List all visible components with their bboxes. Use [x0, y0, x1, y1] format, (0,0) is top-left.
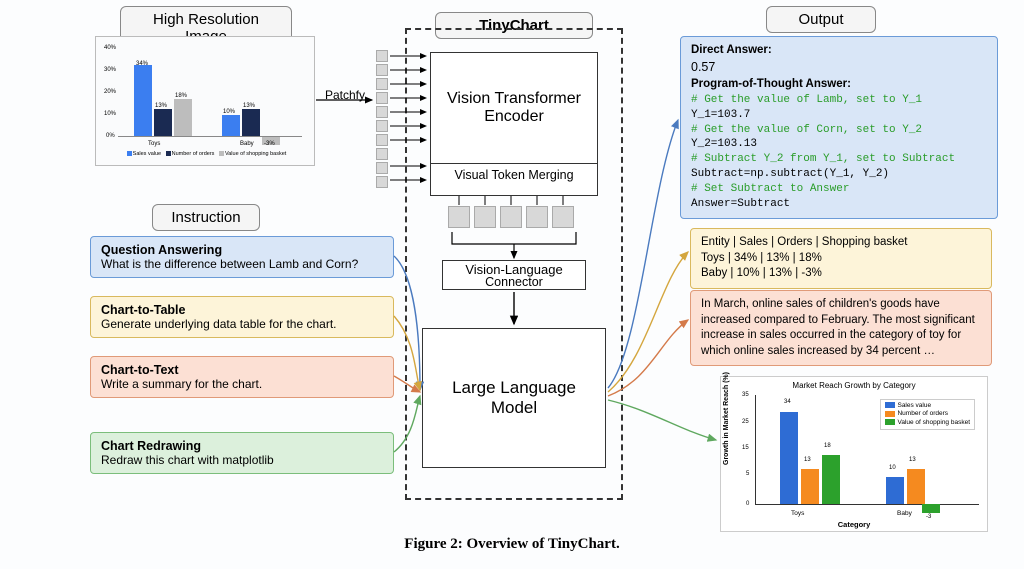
thumb-bar [134, 65, 152, 137]
instruction-qa: Question Answering What is the differenc… [90, 236, 394, 278]
output-text: In March, online sales of children's goo… [690, 290, 992, 366]
thumb-bar [222, 115, 240, 137]
patch-tokens [376, 50, 388, 188]
thumb-legend: Sales value Number of orders Value of sh… [102, 151, 308, 157]
encoder-label-l1: Vision Transformer [447, 90, 581, 108]
large-language-model-box: Large Language Model [422, 328, 606, 468]
output-chart-legend: Sales value Number of orders Value of sh… [880, 399, 975, 430]
vision-encoder-box: Vision Transformer Encoder Visual Token … [430, 52, 598, 196]
thumb-bar [174, 99, 192, 137]
figure-caption: Figure 2: Overview of TinyChart. [0, 536, 1024, 553]
instruction-redraw: Chart Redrawing Redraw this chart with m… [90, 432, 394, 474]
header-output: Output [766, 6, 876, 33]
out-bar [907, 469, 925, 504]
output-chart-redraw: Market Reach Growth by Category Growth i… [720, 376, 988, 532]
out-bar [822, 455, 840, 504]
out-bar [780, 412, 798, 504]
vision-language-connector: Vision-Language Connector [442, 260, 586, 290]
out-bar [886, 477, 904, 504]
output-direct-answer: Direct Answer: 0.57 Program-of-Thought A… [680, 36, 998, 219]
visual-token-merging: Visual Token Merging [431, 163, 597, 186]
patchfy-label: Patchfy [325, 88, 365, 102]
output-table: Entity | Sales | Orders | Shopping baske… [690, 228, 992, 289]
instruction-c2text: Chart-to-Text Write a summary for the ch… [90, 356, 394, 398]
thumb-bar [242, 109, 260, 137]
header-instruction: Instruction [152, 204, 260, 231]
merged-tokens [448, 206, 574, 228]
encoder-label-l2: Encoder [484, 108, 544, 126]
instruction-c2table: Chart-to-Table Generate underlying data … [90, 296, 394, 338]
thumb-bar [154, 109, 172, 137]
input-chart-thumbnail: 40% 30% 20% 10% 0% 34% 13% 18% 10% 13% -… [95, 36, 315, 166]
out-bar [801, 469, 819, 504]
